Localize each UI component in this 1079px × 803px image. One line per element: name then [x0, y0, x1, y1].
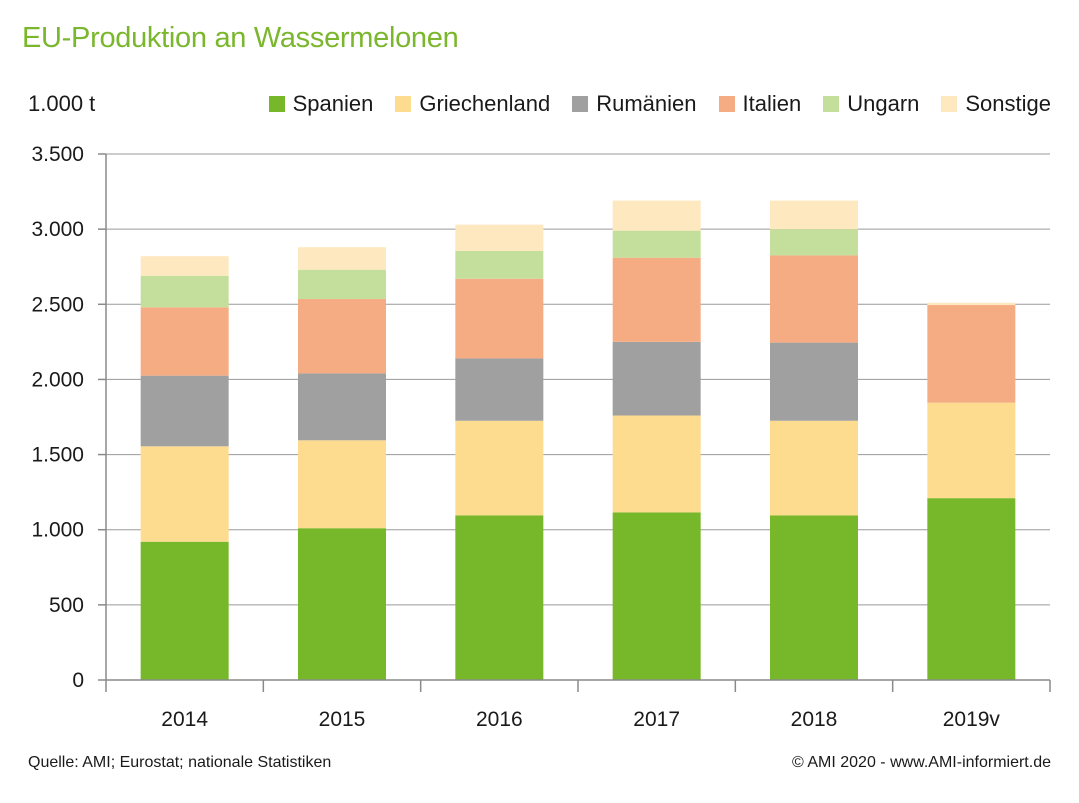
bar-segment-sonstige — [140, 256, 229, 276]
legend-swatch — [268, 96, 285, 112]
bar-segment-spanien — [140, 541, 229, 680]
bar-segment-sonstige — [612, 200, 701, 231]
bar-segment-spanien — [298, 528, 386, 680]
legend-swatch — [718, 96, 735, 112]
bar-segment-ungarn — [298, 269, 386, 300]
y-axis-unit-label: 1.000 t — [28, 91, 96, 116]
bar-segment-sonstige — [927, 302, 1016, 306]
y-tick-label: 1.000 — [31, 519, 84, 542]
bar-segment-rum-nien — [298, 373, 386, 441]
chart-title: EU-Produktion an Wassermelonen — [22, 22, 459, 54]
bar-segment-italien — [140, 307, 229, 376]
legend-swatch — [395, 96, 412, 112]
bar-segment-griechenland — [455, 420, 544, 516]
bar-segment-spanien — [770, 515, 858, 680]
x-tick-label: 2019v — [943, 708, 1001, 731]
bar-segment-ungarn — [770, 229, 858, 256]
legend-label: Ungarn — [847, 91, 920, 116]
x-tick-label: 2017 — [633, 708, 680, 731]
legend-item-ungarn: Ungarn — [823, 91, 919, 117]
y-tick-label: 3.000 — [31, 218, 84, 241]
bar-segment-ungarn — [455, 250, 544, 279]
x-tick-label: 2015 — [319, 708, 366, 731]
bar-segment-rum-nien — [770, 342, 858, 421]
y-tick-label: 2.000 — [31, 368, 84, 391]
legend-label: Spanien — [292, 91, 374, 116]
legend-label: Griechenland — [419, 91, 551, 116]
bar-segment-spanien — [612, 512, 701, 680]
y-tick-label: 0 — [72, 669, 84, 692]
bar-segment-rum-nien — [140, 375, 229, 447]
bar-segment-griechenland — [927, 402, 1016, 499]
legend-item-sonstige: Sonstige — [941, 91, 1051, 117]
legend-label: Italien — [742, 91, 802, 116]
bar-segment-sonstige — [770, 200, 858, 230]
legend-swatch — [823, 96, 840, 112]
legend-item-rumaenien: Rumänien — [572, 91, 697, 117]
bar-segment-italien — [770, 255, 858, 343]
source-note: Quelle: AMI; Eurostat; nationale Statist… — [28, 754, 332, 771]
legend-label: Sonstige — [965, 91, 1051, 116]
y-tick-label: 1.500 — [31, 444, 84, 467]
bar-segment-spanien — [927, 498, 1016, 680]
bar-segment-sonstige — [298, 247, 386, 270]
x-tick-label: 2016 — [476, 708, 523, 731]
legend-item-spanien: Spanien — [268, 91, 374, 117]
bar-segment-italien — [612, 257, 701, 342]
legend-item-griechenland: Griechenland — [395, 91, 550, 117]
x-tick-label: 2014 — [161, 708, 208, 731]
y-tick-label: 500 — [49, 594, 84, 617]
bar-segment-griechenland — [140, 446, 229, 542]
bar-segment-spanien — [455, 515, 544, 680]
legend: Spanien Griechenland Rumänien Italien Un… — [268, 91, 1051, 117]
bar-segment-griechenland — [298, 440, 386, 529]
legend-swatch — [941, 96, 958, 112]
legend-label: Rumänien — [596, 91, 697, 116]
bar-segment-rum-nien — [455, 358, 544, 421]
y-tick-label: 3.500 — [31, 143, 84, 166]
legend-swatch — [572, 96, 589, 112]
bar-segment-italien — [927, 305, 1016, 403]
bar-segment-rum-nien — [612, 341, 701, 416]
bar-segment-ungarn — [612, 230, 701, 258]
copyright-note: © AMI 2020 - www.AMI-informiert.de — [792, 754, 1051, 771]
x-tick-label: 2018 — [791, 708, 838, 731]
bar-segment-italien — [455, 278, 544, 359]
bar-segment-sonstige — [455, 224, 544, 251]
bar-segment-ungarn — [140, 275, 229, 308]
bar-segment-griechenland — [612, 415, 701, 513]
bar-segment-italien — [298, 299, 386, 374]
legend-item-italien: Italien — [718, 91, 802, 117]
bar-segment-griechenland — [770, 420, 858, 516]
y-tick-label: 2.500 — [31, 293, 84, 316]
